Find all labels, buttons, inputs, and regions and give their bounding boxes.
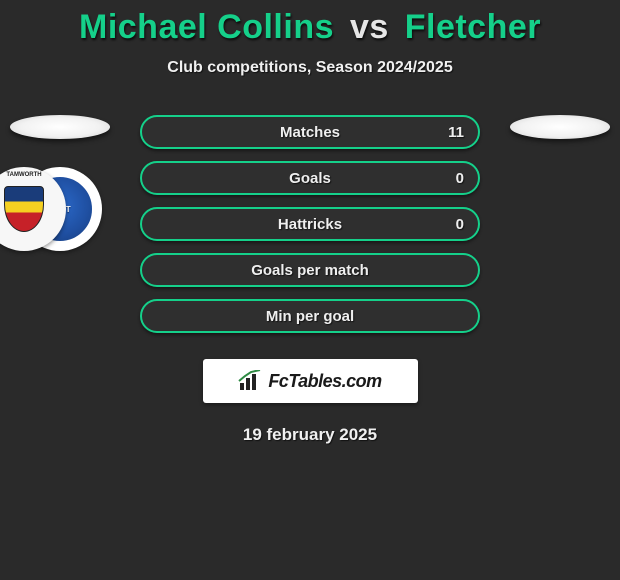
stat-label: Hattricks — [278, 216, 342, 233]
stat-row-min-per-goal: Min per goal — [140, 299, 480, 333]
vs-separator: vs — [344, 8, 395, 46]
stat-row-goals-per-match: Goals per match — [140, 253, 480, 287]
subtitle: Club competitions, Season 2024/2025 — [0, 59, 620, 77]
stat-right-value: 0 — [456, 170, 464, 187]
site-logo-text: FcTables.com — [268, 371, 381, 392]
stat-row-matches: Matches 11 — [140, 115, 480, 149]
player1-name: Michael Collins — [79, 8, 334, 46]
stat-label: Matches — [280, 124, 340, 141]
tamworth-label: TAMWORTH — [6, 172, 41, 178]
player1-avatar-placeholder — [10, 115, 110, 139]
site-logo: FcTables.com — [203, 359, 418, 403]
stat-label: Goals — [289, 170, 331, 187]
tamworth-shield-icon — [4, 186, 44, 232]
player2-name: Fletcher — [405, 8, 541, 46]
stat-right-value: 0 — [456, 216, 464, 233]
page-title: Michael Collins vs Fletcher — [0, 0, 620, 47]
stat-row-goals: Goals 0 — [140, 161, 480, 195]
stat-right-value: 11 — [448, 124, 464, 141]
player2-avatar-placeholder — [510, 115, 610, 139]
stat-label: Min per goal — [266, 308, 354, 325]
stats-list: Matches 11 Goals 0 Hattricks 0 Goals per… — [140, 115, 480, 345]
stat-label: Goals per match — [251, 262, 369, 279]
bar-chart-icon — [238, 370, 262, 392]
footer-date: 19 february 2025 — [0, 425, 620, 445]
comparison-panel: FCHT TAMWORTH Matches 11 Goals 0 Hattric… — [0, 115, 620, 345]
stat-row-hattricks: Hattricks 0 — [140, 207, 480, 241]
